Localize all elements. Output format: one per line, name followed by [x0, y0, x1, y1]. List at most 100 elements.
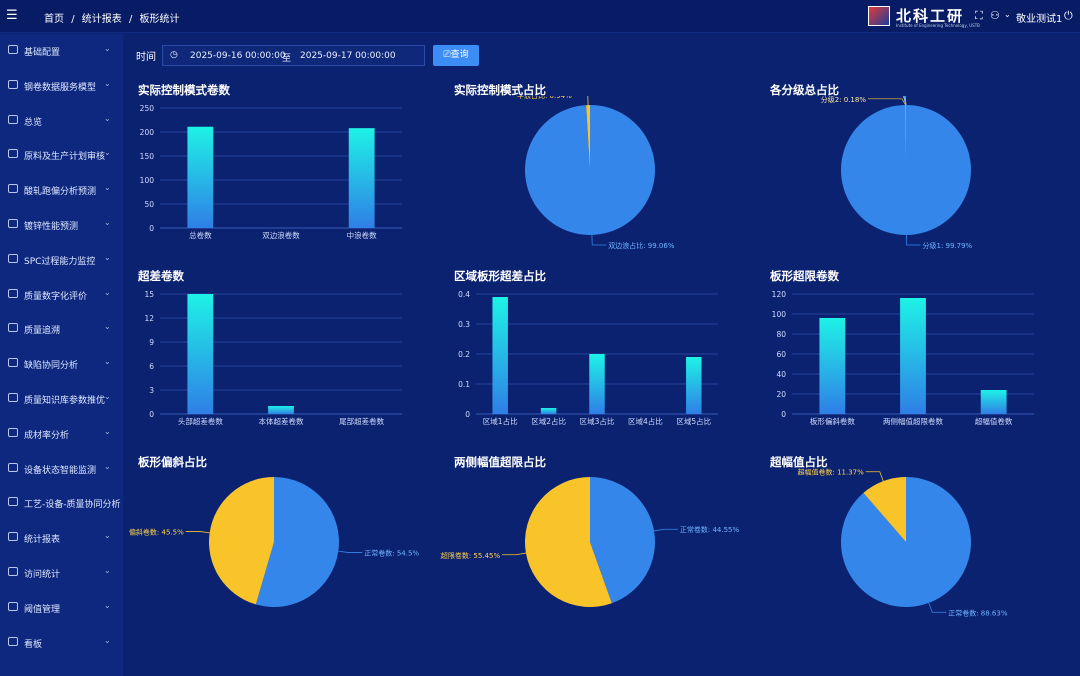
- sidebar-item[interactable]: 阈值管理 ⌄: [0, 591, 123, 625]
- x-tick-label: 区域5占比: [676, 416, 711, 426]
- chart-title: 区域板形超差占比: [454, 269, 546, 283]
- sidebar-item[interactable]: 统计报表 ⌄: [0, 521, 123, 555]
- user-name[interactable]: 敬业测试1: [1016, 14, 1063, 25]
- label-line: [903, 96, 907, 106]
- y-tick-label: 50: [144, 200, 154, 209]
- chevron-down-icon: ⌄: [104, 392, 111, 401]
- sidebar-item-label: 访问统计: [24, 570, 61, 580]
- link-icon: [8, 497, 18, 507]
- chevron-down-icon: ⌄: [104, 426, 111, 436]
- shield-icon: [8, 288, 18, 298]
- settings-icon: [8, 45, 18, 54]
- chevron-down-icon: ⌄: [104, 44, 111, 53]
- y-tick-label: 60: [776, 350, 786, 359]
- bar: [540, 408, 557, 414]
- pie-slice: [840, 105, 971, 235]
- label-line: [591, 234, 607, 246]
- end-date[interactable]: 2025-09-17 00:00:00: [300, 51, 396, 61]
- defect-icon: [8, 358, 18, 368]
- slice-label: 超幅值卷数: 11.37%: [797, 468, 864, 477]
- sidebar-item[interactable]: 质量数字化评价 ⌄: [0, 278, 123, 312]
- chevron-down-icon: ⌄: [104, 566, 111, 575]
- sidebar-item[interactable]: 酸轧跑偏分析预测 ⌄: [0, 173, 123, 207]
- sidebar-item[interactable]: 质量知识库参数推优 ⌄: [0, 382, 123, 416]
- y-tick-label: 0.1: [458, 380, 470, 389]
- slice-label: 正常卷数: 54.5%: [364, 549, 419, 558]
- y-tick-label: 6: [149, 362, 154, 371]
- sidebar-item[interactable]: 访问统计 ⌄: [0, 556, 123, 590]
- sidebar-item[interactable]: 缺陷协同分析 ⌄: [0, 347, 123, 381]
- sidebar-item[interactable]: 钢卷数据服务模型 ⌄: [0, 69, 123, 103]
- chart-svg: 0 50 100 150 200 250 总卷数 双边浪卷数 中浪卷数: [140, 104, 402, 240]
- y-tick-label: 250: [140, 104, 155, 113]
- sidebar-item[interactable]: 设备状态智能监测 ⌄: [0, 452, 123, 486]
- bar: [686, 357, 702, 414]
- chart-svg: 正常卷数: 44.55% 幅值超限卷数: 55.45%: [440, 477, 740, 607]
- breadcrumb-sep: /: [71, 14, 75, 25]
- label-line: [904, 96, 907, 106]
- time-label: 时间: [136, 52, 156, 63]
- bar: [187, 126, 214, 228]
- slice-label: 幅值超限卷数: 55.45%: [440, 551, 500, 560]
- board-icon: [8, 636, 18, 646]
- pie-slice: [209, 477, 274, 605]
- bar: [348, 128, 375, 228]
- chart-shape-over-limit-count: 板形超限卷数 0 20 40 60 80 100 120 板形偏斜卷数 两侧幅值超限卷数 超幅值卷数: [756, 268, 1066, 448]
- chevron-down-icon: ⌄: [104, 635, 111, 645]
- monitor-icon: [8, 253, 18, 263]
- search-icon: ⎚: [443, 50, 451, 60]
- slice-label: 偏斜卷数: 45.5%: [129, 527, 184, 536]
- chevron-down-icon: ⌄: [104, 113, 111, 123]
- chart-title: 超差卷数: [138, 269, 184, 283]
- query-button[interactable]: ⎚查询: [433, 45, 479, 66]
- sidebar-item[interactable]: 看板 ⌄: [0, 626, 123, 660]
- x-tick-label: 中浪卷数: [347, 230, 377, 240]
- chart-title: 板形超限卷数: [770, 269, 839, 283]
- sidebar-item-label: 工艺-设备-质量协同分析: [24, 500, 121, 511]
- sidebar-item[interactable]: 成材率分析 ⌄: [0, 417, 123, 451]
- bar: [900, 298, 926, 414]
- sidebar-item[interactable]: 基础配置 ⌄: [0, 34, 123, 68]
- chart-svg: 0 20 40 60 80 100 120 板形偏斜卷数 两侧幅值超限卷数 超幅值卷数: [772, 290, 1034, 426]
- fullscreen-icon[interactable]: ⛶: [975, 9, 983, 22]
- date-range-picker[interactable]: ◷ 2025-09-16 00:00:00 至 2025-09-17 00:00…: [162, 45, 425, 66]
- coil-icon: [8, 79, 18, 89]
- sidebar: 基础配置 ⌄ 钢卷数据服务模型 ⌄ 总览 ⌄ 原料及生产计划审核 ⌄ 酸轧跑偏分析预测 ⌄ 镀锌性能…: [0, 34, 123, 676]
- slice-label: 中浪占比: 0.94%: [517, 96, 572, 100]
- breadcrumb-sep: /: [128, 14, 133, 25]
- book-icon: [8, 393, 18, 402]
- x-tick-label: 超幅值卷数: [975, 416, 1013, 426]
- sidebar-item[interactable]: 总览 ⌄: [0, 104, 123, 138]
- start-date[interactable]: 2025-09-16 00:00:00: [190, 51, 286, 61]
- pie-chart: 正常卷数: 44.55% 幅值超限卷数: 55.45%: [440, 477, 740, 607]
- bar: [589, 354, 605, 414]
- sidebar-item[interactable]: 原料及生产计划审核 ⌄: [0, 138, 123, 172]
- bar: [980, 390, 1007, 414]
- sidebar-item[interactable]: 镀锌性能预测 ⌄: [0, 208, 123, 242]
- x-tick-label: 总卷数: [189, 230, 212, 240]
- sidebar-item[interactable]: 质量追溯 ⌄: [0, 312, 123, 346]
- threshold-icon: [8, 601, 18, 611]
- x-tick-label: 区域3占比: [580, 416, 615, 426]
- sidebar-item[interactable]: 工艺-设备-质量协同分析: [0, 486, 123, 520]
- pie-chart: 正常卷数: 54.5% 偏斜卷数: 45.5%: [129, 477, 419, 607]
- breadcrumb-reports[interactable]: 统计报表: [81, 14, 122, 25]
- sidebar-item-label: SPC过程能力监控: [24, 256, 96, 267]
- range-separator: 至: [282, 54, 292, 64]
- chart-over-amp-share: 超幅值占比 正常卷数: 88.63% 超幅值卷数: 11.37%: [756, 454, 1066, 634]
- brand-name: 北科工研: [896, 7, 965, 25]
- chevron-down-icon[interactable]: ⌄: [1004, 10, 1011, 19]
- sidebar-item[interactable]: SPC过程能力监控 ⌄: [0, 243, 123, 277]
- breadcrumb-home[interactable]: 首页: [44, 14, 64, 25]
- sidebar-item-label: 基础配置: [24, 48, 61, 58]
- chevron-down-icon: ⌄: [104, 322, 111, 332]
- power-icon[interactable]: ⏻: [1064, 9, 1073, 22]
- bar-icon: [8, 149, 18, 159]
- hamburger-icon[interactable]: ☰: [6, 8, 18, 23]
- label-line: [868, 98, 906, 106]
- chevron-down-icon: ⌄: [104, 183, 111, 193]
- bar-chart: 0 50 100 150 200 250 总卷数 双边浪卷数 中浪卷数: [140, 104, 402, 240]
- user-icon[interactable]: ⚇: [990, 9, 1000, 22]
- label-line: [185, 531, 210, 534]
